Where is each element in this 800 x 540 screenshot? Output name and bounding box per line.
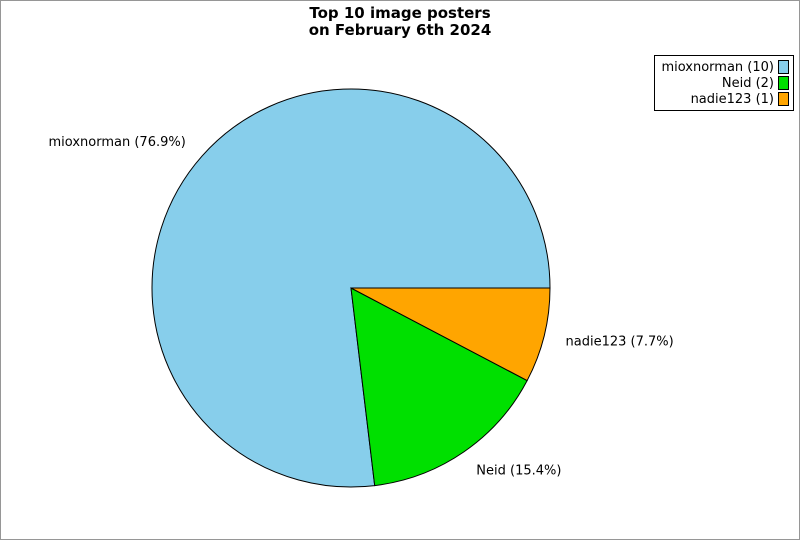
chart-title-line1: Top 10 image posters: [309, 4, 491, 22]
pie-slice-Neid: [350, 287, 528, 487]
chart-title: Top 10 image posters on February 6th 202…: [1, 5, 799, 39]
legend-row-Neid: Neid (2): [659, 75, 789, 91]
legend-swatch-nadie123: [778, 92, 789, 106]
slice-label-mioxnorman: mioxnorman (76.9%): [49, 135, 186, 150]
legend: mioxnorman (10) Neid (2) nadie123 (1): [654, 55, 794, 111]
legend-label-nadie123: nadie123 (1): [690, 91, 774, 107]
chart-title-line2: on February 6th 2024: [308, 21, 492, 39]
legend-label-mioxnorman: mioxnorman (10): [661, 59, 774, 75]
slice-label-Neid: Neid (15.4%): [476, 463, 561, 478]
slice-label-nadie123: nadie123 (7.7%): [566, 334, 674, 349]
legend-label-Neid: Neid (2): [721, 75, 774, 91]
legend-row-mioxnorman: mioxnorman (10): [659, 59, 789, 75]
legend-swatch-mioxnorman: [778, 60, 789, 74]
pie-slice-nadie123: [350, 287, 551, 382]
pie-slice-mioxnorman: [151, 88, 551, 488]
legend-row-nadie123: nadie123 (1): [659, 91, 789, 107]
legend-swatch-Neid: [778, 76, 789, 90]
